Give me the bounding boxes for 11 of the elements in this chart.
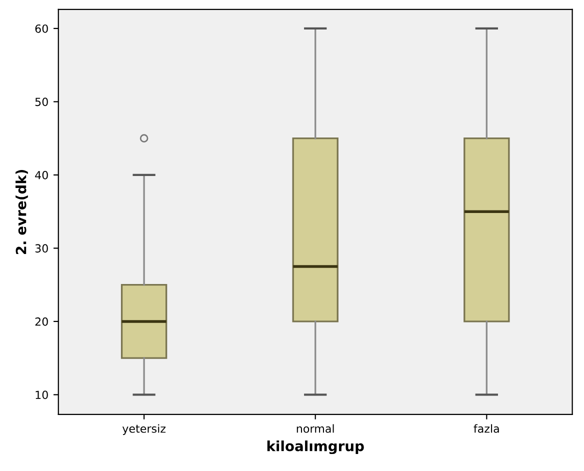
y-axis-title: 2. evre(dk): [16, 170, 28, 254]
y-tick-label: 50: [35, 98, 48, 106]
x-tick-label: fazla: [474, 424, 499, 433]
y-tick-label: 20: [35, 317, 48, 326]
x-axis-title: kiloalımgrup: [267, 440, 364, 454]
x-tick-label: normal: [296, 424, 334, 433]
y-tick-label: 40: [35, 170, 48, 180]
y-tick-label: 10: [36, 390, 48, 400]
x-tick-label: yetersiz: [122, 424, 166, 435]
y-tick-label: 30: [35, 244, 48, 253]
y-tick-label: 60: [35, 24, 48, 33]
